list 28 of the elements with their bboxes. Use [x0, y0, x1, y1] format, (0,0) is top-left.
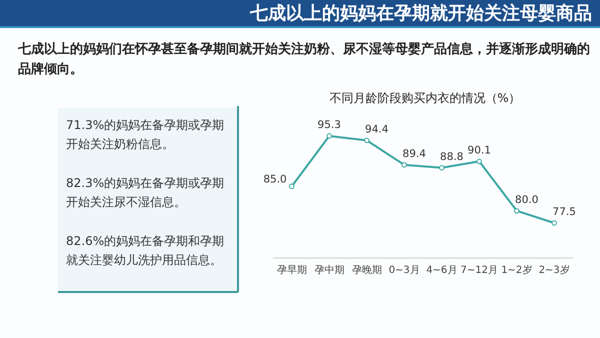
x-tick-label: 0~3月 — [388, 265, 420, 276]
data-label: 85.0 — [263, 173, 287, 186]
point — [439, 165, 444, 170]
point — [289, 184, 294, 190]
point — [514, 208, 520, 214]
data-label: 95.3 — [318, 119, 341, 131]
point — [402, 162, 407, 168]
point — [326, 133, 332, 139]
x-tick-label: 孕晚期 — [352, 264, 382, 276]
text-box: 71.3%的妈妈在备孕期或孕期开始关注奶粉信息。 82.3%的妈妈在备孕期或孕期开始关注尿不湿信息。 82.6%的妈妈在备孕期和孕期就关注婴幼儿洗护用品信息。 — [58, 106, 239, 293]
x-tick-label: 孕早期 — [276, 264, 307, 276]
text: 七成以上的妈妈们在怀孕甚至备孕期间就开始关注奶粉、尿不湿等母婴产品信息，并逐渐形成明确的品牌倾向。 — [18, 40, 591, 79]
chart-title: 七成以上的妈妈在孕期就开始关注母婴商品 — [249, 3, 592, 24]
data-label: 88.8 — [440, 150, 464, 163]
x-tick-label: 2~3岁 — [538, 264, 570, 276]
data-label: 94.4 — [365, 123, 389, 136]
point — [364, 138, 370, 144]
point — [476, 158, 482, 164]
x-tick-label: 4~6月 — [426, 265, 458, 276]
x-tick-label: 孕中期 — [314, 264, 344, 276]
data-label: 77.5 — [552, 206, 576, 218]
x-tick-label: 1~2岁 — [501, 264, 532, 276]
data-label: 90.1 — [468, 144, 491, 156]
data-label: 80.0 — [515, 194, 538, 206]
chart-subtitle: 不同月龄阶段购买内衣的情况（%） — [329, 91, 521, 105]
point — [552, 220, 557, 226]
data-label: 89.4 — [402, 148, 426, 160]
x-tick-label: 7~12月 — [460, 265, 498, 276]
